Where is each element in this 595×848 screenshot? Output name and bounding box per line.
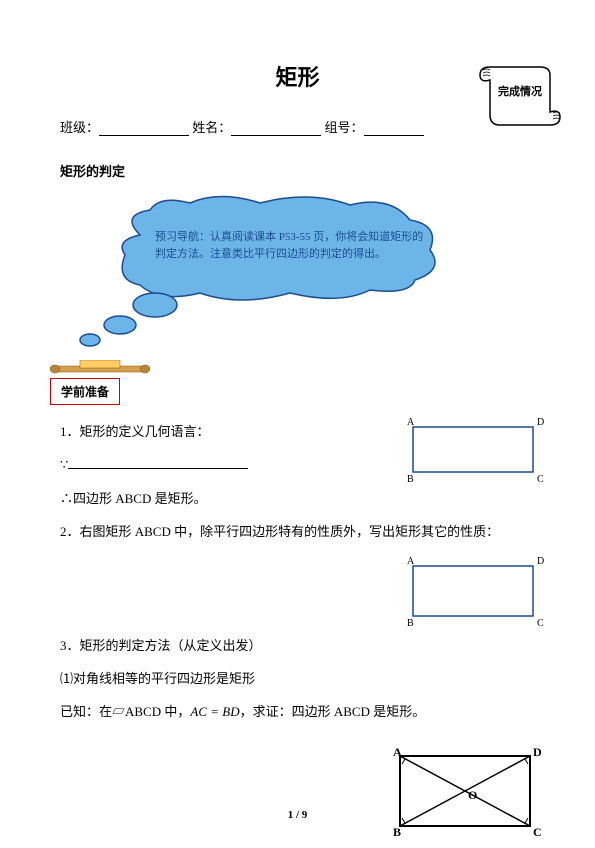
prep-banner: 学前准备 [50, 360, 535, 405]
cloud-line2: 判定方法。注意类比平行四边形的判定的得出。 [155, 246, 386, 260]
q1-because: ∵ [60, 457, 68, 472]
svg-text:D: D [537, 556, 544, 567]
svg-text:C: C [537, 474, 544, 485]
q1-blank[interactable] [68, 454, 248, 469]
cloud-line1: 预习导航：认真阅读课本 P53-55 页，你将会知道矩形的 [155, 229, 423, 243]
svg-text:D: D [533, 745, 542, 759]
student-info-line: 班级： 姓名： 组号： [60, 117, 535, 136]
class-label: 班级： [60, 120, 99, 135]
group-label: 组号： [325, 120, 364, 135]
q3-sub1: ⑴对角线相等的平行四边形是矩形 [60, 667, 535, 690]
svg-text:A: A [407, 556, 415, 567]
section-heading: 矩形的判定 [60, 161, 535, 180]
cloud-callout: 预习导航：认真阅读课本 P53-55 页，你将会知道矩形的 判定方法。注意类比平… [60, 195, 535, 355]
group-blank[interactable] [364, 121, 424, 136]
q1-therefore: ∴四边形 ABCD 是矩形。 [60, 487, 535, 510]
name-label: 姓名： [192, 120, 231, 135]
q3-label: 3．矩形的判定方法（从定义出发） [60, 634, 535, 657]
page-number: 1 / 9 [0, 809, 595, 821]
rectangle-diagram-2: A D B C [395, 554, 545, 633]
page-title: 矩形 [60, 60, 535, 92]
rectangle-diagram-1: A D B C [395, 415, 545, 489]
banner-label: 学前准备 [50, 378, 120, 405]
svg-text:A: A [407, 417, 415, 428]
svg-text:B: B [393, 825, 401, 839]
svg-text:O: O [468, 788, 477, 802]
name-blank[interactable] [231, 121, 321, 136]
svg-text:D: D [537, 417, 544, 428]
svg-text:B: B [407, 474, 414, 485]
q2-label: 2．右图矩形 ABCD 中，除平行四边形特有的性质外，写出矩形其它的性质： [60, 520, 535, 543]
class-blank[interactable] [99, 121, 189, 136]
svg-text:C: C [537, 618, 544, 629]
q3-given: 已知：在▱ABCD 中， [60, 704, 190, 719]
q3-given-line: 已知：在▱ABCD 中，AC = BD，求证：四边形 ABCD 是矩形。 [60, 700, 535, 723]
scroll-label-text: 完成情况 [498, 84, 542, 98]
rectangle-diagram-3: A D B C O [385, 744, 545, 848]
q3-prove: ，求证：四边形 ABCD 是矩形。 [240, 704, 426, 719]
svg-text:C: C [533, 825, 542, 839]
completion-scroll: 完成情况 [475, 55, 565, 139]
q3-cond: AC = BD [190, 704, 239, 719]
svg-text:B: B [407, 618, 414, 629]
